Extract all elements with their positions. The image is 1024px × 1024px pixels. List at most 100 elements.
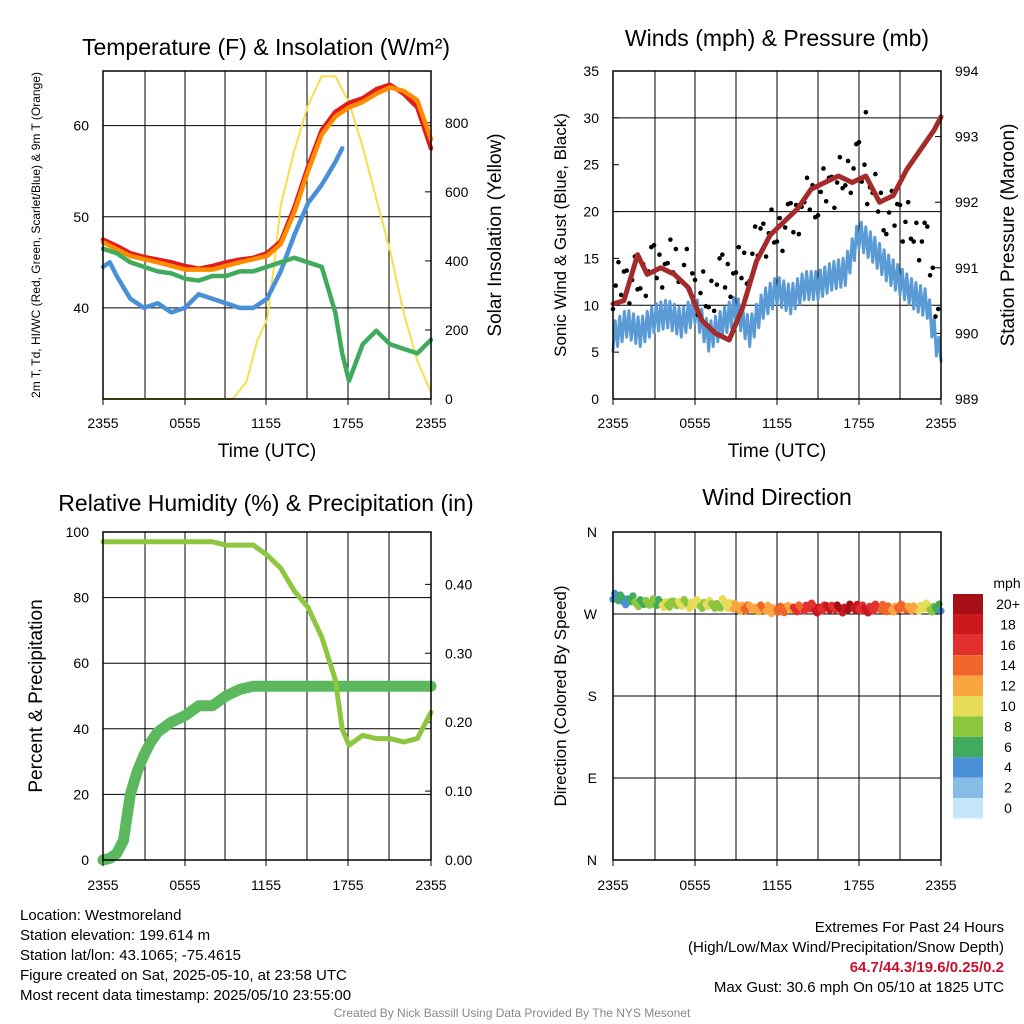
legend-swatch bbox=[953, 655, 983, 676]
gust-dot bbox=[668, 237, 673, 242]
y-axis-label: 2m T, Td, HI/WC (Red, Green, Scarlet/Blu… bbox=[29, 72, 43, 398]
max-gust-text: Max Gust: 30.6 mph On 05/10 at 1825 UTC bbox=[713, 979, 1004, 996]
legend-label: 4 bbox=[1004, 759, 1012, 775]
gust-dot bbox=[717, 256, 722, 261]
y2-tick-label: 0.40 bbox=[445, 576, 472, 592]
y2-tick-label: 989 bbox=[955, 391, 979, 407]
y2-tick-label: 994 bbox=[955, 63, 979, 79]
y2-tick-label: 200 bbox=[445, 322, 469, 338]
recent-text: Most recent data timestamp: 2025/05/10 2… bbox=[20, 987, 352, 1004]
y2-tick-label: 991 bbox=[955, 260, 979, 276]
plot-border bbox=[102, 531, 432, 861]
wind-speed-line bbox=[611, 220, 943, 363]
gust-dot bbox=[733, 270, 739, 275]
gust-dot bbox=[930, 265, 936, 271]
gust-dot bbox=[736, 244, 742, 250]
x-tick-label: 2355 bbox=[925, 415, 956, 431]
x-tick-label: 1155 bbox=[762, 415, 792, 431]
location-text: Location: Westmoreland bbox=[20, 907, 182, 924]
x-tick-label: 0555 bbox=[679, 415, 710, 431]
gust-dot bbox=[725, 261, 731, 267]
y-tick-label: E bbox=[588, 770, 597, 786]
gust-dot bbox=[845, 158, 851, 164]
gust-dot bbox=[657, 252, 662, 257]
gust-dot bbox=[878, 190, 884, 196]
latlon-text: Station lat/lon: 43.1065; -75.4615 bbox=[20, 947, 242, 964]
y2-axis-label: Solar Insolation (Yellow) bbox=[485, 133, 506, 336]
gust-dot bbox=[758, 226, 763, 231]
gust-dot bbox=[684, 246, 690, 252]
y-tick-label: 80 bbox=[73, 590, 89, 606]
y2-tick-label: 992 bbox=[955, 194, 979, 210]
x-axis-label: Time (UTC) bbox=[218, 441, 317, 462]
legend-swatch bbox=[953, 757, 983, 778]
x-tick-label: 1755 bbox=[332, 415, 363, 431]
gust-dot bbox=[897, 202, 903, 208]
gust-dot bbox=[780, 248, 785, 254]
gust-dot bbox=[638, 286, 643, 291]
gust-dot bbox=[689, 271, 695, 276]
y2-tick-label: 993 bbox=[955, 129, 979, 145]
gust-dot bbox=[903, 219, 908, 225]
extremes-panel: Extremes For Past 24 Hours (High/Low/Max… bbox=[688, 918, 1004, 998]
x-tick-label: 1155 bbox=[251, 877, 281, 893]
gust-dot bbox=[643, 293, 649, 299]
temp-series-line bbox=[100, 82, 434, 271]
y-tick-label: 50 bbox=[73, 209, 89, 225]
gust-dot bbox=[862, 162, 867, 168]
legend-swatch bbox=[953, 634, 983, 656]
legend-label: 18 bbox=[1000, 616, 1016, 632]
x-tick-label: 0555 bbox=[169, 877, 200, 893]
y2-tick-label: 990 bbox=[955, 325, 979, 341]
y-tick-label: S bbox=[588, 688, 597, 704]
x-tick-label: 2355 bbox=[597, 877, 628, 893]
gust-dot bbox=[922, 220, 927, 226]
gust-dot bbox=[714, 282, 720, 287]
gust-dot bbox=[873, 171, 878, 177]
wind-direction-point bbox=[629, 592, 637, 600]
legend-swatch bbox=[953, 614, 983, 635]
x-tick-label: 2355 bbox=[597, 415, 628, 431]
gust-dot bbox=[927, 272, 933, 278]
gust-dot bbox=[722, 285, 728, 290]
legend-swatch bbox=[953, 777, 983, 798]
y-tick-label: 0 bbox=[81, 852, 89, 868]
gust-dot bbox=[769, 207, 774, 212]
x-tick-label: 2355 bbox=[925, 877, 956, 893]
gust-dot bbox=[916, 258, 922, 263]
y2-tick-label: 0.10 bbox=[445, 783, 472, 799]
legend-label: 14 bbox=[1000, 657, 1016, 673]
chart-title: Winds (mph) & Pressure (mb) bbox=[625, 25, 929, 51]
legend-label: 8 bbox=[1004, 718, 1012, 734]
y-tick-label: W bbox=[584, 606, 598, 622]
legend-label: 12 bbox=[1000, 678, 1016, 694]
legend-swatch bbox=[953, 736, 983, 758]
station-info: Location: Westmoreland Station elevation… bbox=[20, 906, 351, 1006]
gust-dot bbox=[659, 285, 665, 290]
y2-tick-label: 400 bbox=[445, 253, 469, 269]
plot-border bbox=[102, 70, 432, 400]
gust-dot bbox=[881, 228, 886, 233]
y-tick-label: 20 bbox=[73, 786, 89, 802]
gust-dot bbox=[864, 201, 870, 207]
legend-swatch bbox=[953, 696, 983, 717]
x-tick-label: 1755 bbox=[843, 877, 874, 893]
gust-dot bbox=[837, 154, 843, 160]
gust-dot bbox=[709, 278, 714, 284]
y-tick-label: 0 bbox=[591, 391, 599, 407]
panel-2: 0 5 10 15 20 25 30 35 989 990 991 992 993 994 2355 0555… bbox=[551, 25, 1019, 462]
y-axis-label: Direction (Colored By Speed) bbox=[551, 585, 570, 806]
gust-dot bbox=[804, 175, 810, 181]
y-tick-label: 10 bbox=[583, 297, 599, 313]
wind-direction-point bbox=[818, 607, 827, 615]
pressure-line bbox=[610, 114, 944, 343]
gust-dot bbox=[796, 231, 802, 237]
extremes-values: 64.7/44.3/19.6/0.25/0.2 bbox=[849, 959, 1004, 976]
gust-dot bbox=[624, 268, 629, 273]
gust-dot bbox=[914, 220, 919, 226]
x-tick-label: 0555 bbox=[169, 415, 200, 431]
legend-label: 0 bbox=[1004, 800, 1012, 816]
gust-dot bbox=[681, 262, 687, 268]
